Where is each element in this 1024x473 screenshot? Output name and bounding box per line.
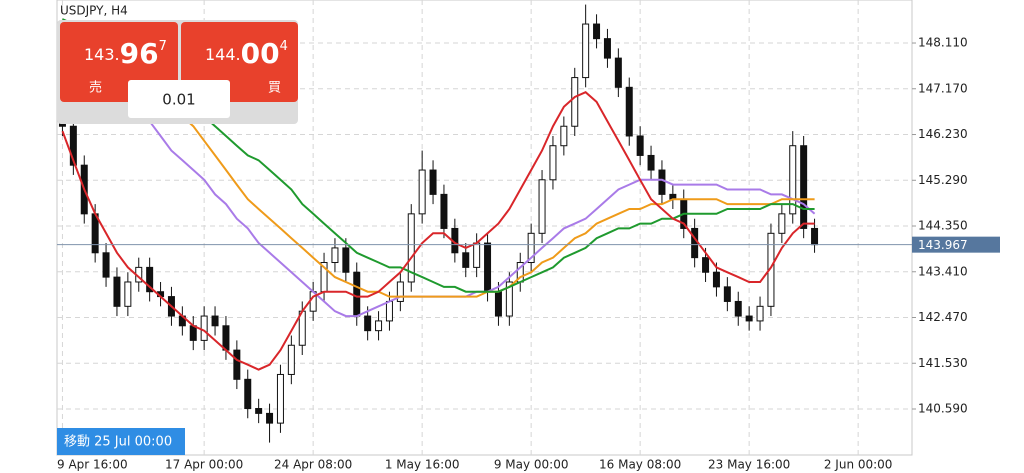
candle-body (484, 242, 492, 293)
candle-body (91, 213, 99, 254)
y-tick-label: 142.470 (918, 310, 968, 324)
sell-label: 売 (89, 80, 102, 96)
price-part: 144. (205, 45, 241, 64)
candle-body (418, 169, 426, 215)
price-part: 4 (280, 39, 288, 54)
lot-value: 0.01 (162, 91, 195, 109)
x-tick-label: 9 May 00:00 (494, 458, 569, 472)
price-part: 7 (159, 39, 167, 54)
x-tick-label: 16 May 08:00 (599, 458, 681, 472)
candle-body (756, 305, 764, 322)
ma-line (61, 91, 815, 371)
candle-body (625, 86, 633, 137)
candle-body (266, 412, 274, 424)
candle-body (255, 408, 263, 414)
candle-body (211, 315, 219, 327)
nav-text: 移動 25 Jul 00:00 (64, 435, 172, 450)
price-part: 96 (120, 37, 159, 70)
candle-body (549, 145, 557, 181)
plot: 140.590 141.530 142.470 143.410 144.350 145.2… (57, 0, 1000, 472)
candle-body (102, 252, 110, 278)
candle-body (287, 344, 295, 375)
y-tick-label: 147.170 (918, 81, 968, 95)
chart-title: USDJPY, H4 (60, 4, 128, 18)
current-price-box (912, 236, 1000, 253)
y-tick-label: 143.410 (918, 264, 968, 278)
x-tick-label: 17 Apr 00:00 (165, 458, 243, 472)
candle-body (789, 145, 797, 215)
x-tick-label: 24 Apr 08:00 (274, 458, 352, 472)
nav-badge[interactable] (57, 428, 185, 455)
candle-body (429, 169, 437, 195)
candle-body (723, 286, 731, 302)
candle-body (582, 23, 590, 79)
candle-body (364, 315, 372, 332)
candle-body (462, 252, 470, 268)
candle-body (407, 213, 415, 283)
price-part: 143. (84, 45, 120, 64)
candle-body (69, 125, 77, 166)
candle-body (560, 125, 568, 147)
x-tick-label: 9 Apr 16:00 (57, 458, 128, 472)
candle-body (505, 281, 513, 317)
candle-body (113, 276, 121, 307)
buy-label: 買 (268, 81, 281, 96)
candle-body (222, 325, 230, 351)
candle-body (538, 179, 546, 234)
candle-body (396, 281, 404, 302)
candle-body (276, 373, 284, 424)
candle-body (647, 154, 655, 171)
candle-body (734, 300, 742, 317)
y-tick-label: 144.350 (918, 219, 968, 233)
candle-body (146, 266, 154, 293)
candle-body (658, 169, 666, 195)
y-tick-label: 140.590 (918, 402, 968, 416)
candle-body (636, 135, 644, 156)
sell-price: 143.967 (84, 37, 167, 70)
candle-body (353, 271, 361, 317)
candle-body (200, 315, 208, 341)
candle-body (342, 247, 350, 273)
candle-body (691, 227, 699, 259)
buy-price: 144.004 (205, 37, 288, 70)
y-tick-label: 148.110 (918, 36, 968, 50)
candle-body (375, 320, 383, 332)
y-tick-label: 141.530 (918, 356, 968, 370)
candle-body (331, 247, 339, 264)
candle-body (603, 38, 611, 59)
x-tick-label: 1 May 16:00 (385, 458, 460, 472)
candle-body (614, 57, 622, 88)
y-tick-label: 145.290 (918, 173, 968, 187)
candle-body (593, 23, 601, 40)
x-tick-label: 2 Jun 00:00 (824, 458, 893, 472)
candle-body (233, 349, 241, 380)
candle-body (712, 271, 720, 288)
candle-body (189, 325, 197, 341)
current-price-label: 143.967 (918, 238, 968, 252)
candle-body (745, 315, 753, 322)
candle-body (778, 213, 786, 234)
candle-body (571, 77, 579, 127)
trade-panel: 143.967 144.004 売 買 0.01 (57, 20, 298, 124)
lot-box[interactable] (128, 80, 230, 118)
candle-body (811, 227, 819, 246)
candle-body (702, 257, 710, 273)
candle-body (244, 378, 252, 410)
y-tick-label: 146.230 (918, 127, 968, 141)
candle-body (494, 291, 502, 317)
candle-body (440, 193, 448, 229)
candle-body (473, 242, 481, 268)
candle-body (124, 281, 132, 307)
candle-body (800, 145, 808, 229)
x-tick-label: 23 May 16:00 (708, 458, 790, 472)
candle-body (385, 300, 393, 322)
price-part: 00 (241, 37, 280, 70)
candle-body (527, 232, 535, 264)
